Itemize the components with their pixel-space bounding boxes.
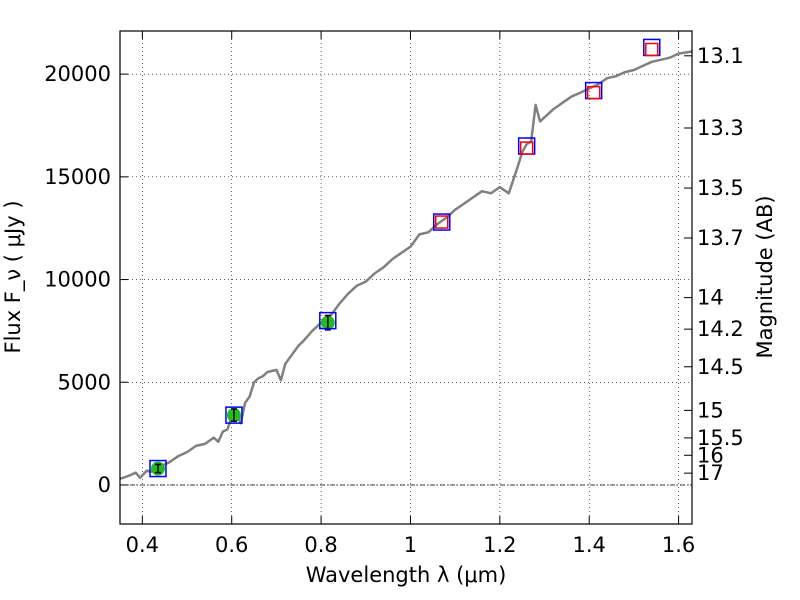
x-tick-label: 0.8 bbox=[304, 533, 337, 557]
photometry-point bbox=[320, 314, 335, 331]
model-square-blue bbox=[319, 311, 337, 330]
x-tick-label: 1.4 bbox=[573, 533, 606, 557]
photometry-point bbox=[150, 461, 165, 476]
photometry-point bbox=[226, 408, 241, 423]
plot-frame bbox=[119, 30, 693, 525]
mag-tick-label: 16 bbox=[697, 443, 724, 467]
y-tick-label: 15000 bbox=[44, 165, 111, 189]
mag-tick-label: 15 bbox=[697, 398, 724, 422]
y2-axis-label: Magnitude (AB) bbox=[753, 195, 777, 358]
y-tick-label: 20000 bbox=[44, 62, 111, 86]
model-square-red bbox=[586, 85, 601, 100]
y-tick-label: 10000 bbox=[44, 268, 111, 292]
spectrum-line bbox=[119, 50, 693, 480]
x-tick-label: 1.6 bbox=[662, 533, 695, 557]
mag-tick-label: 13.7 bbox=[697, 226, 744, 250]
x-tick-label: 0.6 bbox=[215, 533, 248, 557]
y-tick-label: 0 bbox=[98, 473, 111, 497]
spectrum-series bbox=[119, 50, 693, 480]
model-square-red bbox=[645, 42, 659, 57]
x-tick-label: 0.4 bbox=[126, 533, 159, 557]
mag-tick-label: 15.5 bbox=[697, 426, 744, 450]
x-axis-label: Wavelength λ (μm) bbox=[306, 563, 507, 587]
y-axis-label: Flux F_ν ( μJy ) bbox=[1, 200, 26, 353]
y-tick-label: 5000 bbox=[58, 370, 111, 394]
mag-tick-label: 13.5 bbox=[697, 176, 744, 200]
x-tick-label: 1 bbox=[404, 533, 417, 557]
model-square-red bbox=[435, 215, 449, 229]
grid bbox=[120, 31, 692, 524]
axis-ticks: 0.4 0.6 0.8 1 1.2 1.4 1.6 0 5000 10000 15000 20000 1… bbox=[44, 31, 744, 557]
model-square-blue bbox=[433, 213, 451, 231]
x-tick-label: 1.2 bbox=[483, 533, 516, 557]
mag-tick-label: 14 bbox=[697, 286, 724, 310]
photometry-series bbox=[149, 38, 661, 478]
mag-tick-label: 13.3 bbox=[697, 116, 744, 140]
model-square-red bbox=[519, 141, 534, 155]
mag-tick-label: 17 bbox=[697, 461, 724, 485]
model-square-blue bbox=[225, 406, 243, 424]
mag-tick-label: 14.2 bbox=[697, 317, 744, 341]
mag-tick-label: 13.1 bbox=[697, 44, 744, 68]
mag-tick-label: 14.5 bbox=[697, 355, 744, 379]
model-square-blue bbox=[149, 459, 167, 478]
